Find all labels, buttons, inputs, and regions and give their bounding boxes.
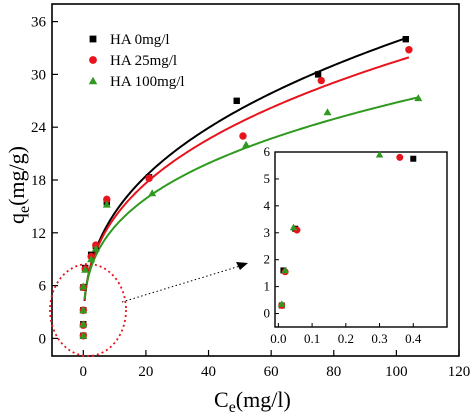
data-point — [87, 255, 96, 263]
y-tick-label: 6 — [39, 279, 47, 295]
y-axis-label-symbol: q — [4, 213, 29, 224]
data-point — [79, 320, 88, 328]
inset-y-tick-label: 0 — [264, 306, 271, 321]
x-tick-label: 80 — [326, 364, 341, 380]
x-tick-label: 60 — [264, 364, 279, 380]
x-tick-label: 120 — [448, 364, 471, 380]
inset-y-tick-label: 2 — [264, 252, 271, 267]
inset-y-tick-label: 4 — [264, 198, 271, 213]
data-point — [323, 108, 332, 116]
zoom-arrow-head — [236, 262, 248, 270]
svg-text:Ce(mg/l): Ce(mg/l) — [214, 387, 291, 416]
data-point — [91, 244, 100, 252]
inset-axis-ticks: 0.0 0.1 0.2 0.3 0.4 0 1 2 3 4 5 6 — [264, 144, 422, 346]
fit-curve — [83, 56, 410, 301]
y-axis-label-subscript: e — [16, 206, 33, 213]
fit-curve — [83, 37, 407, 302]
inset-data-point — [277, 300, 286, 307]
data-point — [79, 331, 88, 339]
y-tick-label: 30 — [31, 67, 46, 83]
legend-marker — [89, 35, 97, 43]
data-point — [242, 140, 251, 148]
data-point — [79, 282, 88, 290]
y-tick-label: 24 — [31, 120, 47, 136]
legend-marker — [88, 76, 98, 85]
data-point — [402, 36, 409, 43]
data-point — [405, 46, 413, 54]
inset-x-tick-label: 0.4 — [405, 331, 422, 346]
data-point — [103, 195, 111, 204]
inset-y-tick-label: 1 — [264, 279, 271, 294]
inset-plot: 0.0 0.1 0.2 0.3 0.4 0 1 2 3 4 5 6 — [264, 144, 448, 346]
data-point — [145, 174, 153, 182]
x-axis-label-symbol: C — [214, 387, 229, 412]
inset-y-tick-label: 3 — [264, 225, 271, 240]
inset-data-point — [396, 153, 404, 161]
inset-data-point — [289, 223, 298, 231]
fit-curves — [83, 37, 419, 302]
inset-y-tick-label: 6 — [264, 144, 271, 159]
fit-curve — [83, 96, 419, 300]
zoom-arrow-line — [121, 265, 241, 303]
data-point — [81, 265, 90, 273]
inset-y-tick-label: 5 — [264, 171, 271, 186]
x-tick-label: 20 — [138, 364, 153, 380]
x-tick-label: 100 — [385, 364, 408, 380]
legend-label: HA 0mg/l — [110, 32, 170, 48]
inset-data-point — [410, 155, 417, 162]
y-tick-label: 36 — [31, 15, 47, 31]
data-point — [148, 189, 157, 197]
inset-frame — [274, 151, 448, 328]
zoom-region-circle — [49, 263, 127, 357]
inset-data-points — [277, 150, 417, 309]
data-point — [102, 200, 111, 208]
legend: HA 0mg/l HA 25mg/l HA 100mg/l — [88, 32, 185, 90]
inset-x-tick-label: 0.0 — [270, 331, 286, 346]
inset-x-tick-label: 0.3 — [371, 331, 387, 346]
legend-label: HA 100mg/l — [110, 74, 185, 90]
x-axis-label-subscript: e — [229, 399, 236, 416]
legend-marker — [89, 56, 97, 64]
y-axis-title: qe(mg/g) — [4, 146, 33, 224]
svg-text:qe(mg/g): qe(mg/g) — [4, 146, 33, 224]
data-point — [79, 306, 88, 314]
inset-data-point — [375, 150, 384, 158]
x-tick-label: 0 — [80, 364, 88, 380]
x-tick-label: 40 — [201, 364, 216, 380]
y-tick-label: 12 — [31, 226, 46, 242]
inset-x-tick-label: 0.2 — [338, 331, 354, 346]
inset-x-tick-label: 0.1 — [304, 331, 320, 346]
inset-data-point — [281, 266, 289, 274]
zoom-indicator — [49, 262, 248, 357]
y-tick-label: 0 — [39, 331, 47, 347]
x-axis-label-unit: (mg/l) — [236, 387, 291, 412]
data-point — [233, 97, 240, 104]
data-point — [414, 94, 423, 102]
data-point — [314, 71, 322, 78]
y-axis-label-unit: (mg/g) — [4, 146, 29, 206]
y-tick-label: 18 — [31, 173, 46, 189]
main-data-points — [79, 36, 423, 340]
x-axis-title: Ce(mg/l) — [214, 387, 291, 416]
data-point — [239, 132, 247, 140]
legend-label: HA 25mg/l — [110, 53, 177, 69]
data-point — [317, 76, 325, 85]
